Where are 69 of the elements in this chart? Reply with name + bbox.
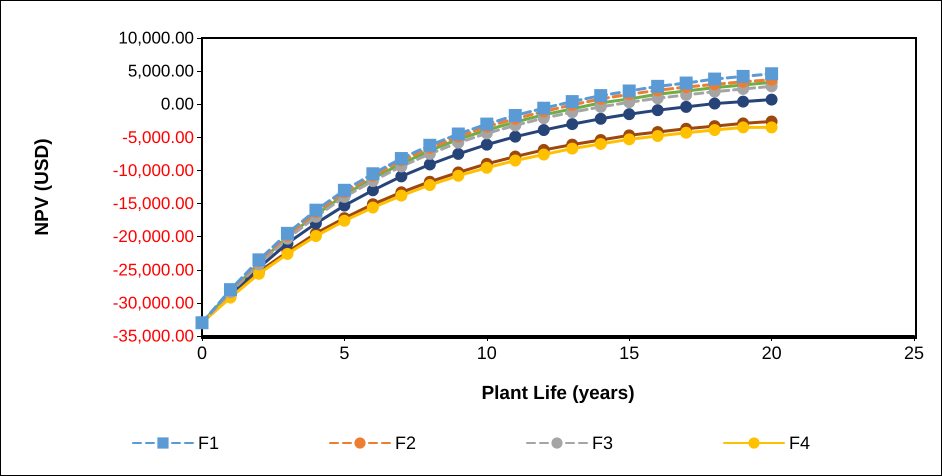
legend-label: F4	[789, 433, 810, 453]
y-tick-label: -10,000.00	[112, 160, 194, 180]
legend-label: F2	[394, 433, 416, 453]
y-tick-label: -30,000.00	[112, 293, 194, 312]
point	[766, 121, 778, 134]
y-tick-label: -25,000.00	[112, 260, 194, 280]
point	[737, 96, 750, 108]
x-tick-label: 20	[762, 343, 782, 363]
legend-label: F1	[198, 433, 220, 453]
x-tick-label: 5	[339, 343, 350, 363]
point	[280, 226, 294, 240]
point	[708, 98, 721, 110]
point	[622, 84, 636, 98]
x-tick-label: 15	[619, 343, 640, 363]
x-axis-title: Plant Life (years)	[481, 383, 635, 404]
point	[338, 184, 351, 197]
y-tick-label: 5,000.00	[128, 62, 194, 81]
point	[623, 108, 636, 120]
point	[480, 138, 493, 151]
point	[538, 124, 550, 136]
y-tick-label: 0.00	[160, 94, 194, 114]
point	[736, 70, 750, 83]
point	[338, 214, 350, 227]
point	[652, 130, 664, 142]
point	[423, 138, 436, 152]
x-tick-label: 0	[196, 343, 208, 363]
point	[594, 112, 607, 125]
point	[594, 89, 608, 102]
point	[480, 162, 493, 174]
point	[508, 108, 522, 122]
point	[680, 126, 692, 139]
point	[566, 95, 579, 108]
point	[651, 80, 664, 93]
point	[509, 154, 522, 167]
point	[452, 170, 464, 182]
point	[395, 170, 408, 182]
y-axis-title: NPV (USD)	[32, 138, 53, 236]
point	[537, 102, 550, 115]
y-tick-label: -15,000.00	[112, 194, 194, 214]
x-tick-label: 25	[904, 343, 924, 363]
point	[680, 100, 692, 113]
y-tick-label: 10,000.00	[118, 28, 194, 48]
point	[394, 152, 408, 166]
point	[708, 124, 721, 136]
point	[566, 118, 578, 130]
point	[765, 67, 778, 80]
point	[395, 190, 408, 202]
x-tick-label: 10	[476, 343, 497, 363]
point	[623, 133, 636, 146]
point	[366, 202, 379, 214]
point	[452, 148, 464, 160]
y-tick-label: -35,000.00	[112, 326, 194, 346]
legend-label: F3	[592, 433, 614, 453]
point	[366, 167, 380, 180]
point	[509, 130, 522, 143]
y-tick-label: -5,000.00	[122, 128, 194, 147]
y-tick-label: -20,000.00	[112, 227, 194, 246]
point	[737, 121, 750, 134]
point	[309, 204, 322, 217]
point	[538, 148, 550, 161]
point	[652, 104, 664, 116]
point	[766, 94, 778, 106]
point	[680, 76, 693, 90]
point	[708, 72, 722, 86]
point	[594, 138, 607, 150]
point	[424, 179, 436, 192]
point	[310, 230, 322, 242]
point	[566, 142, 578, 155]
point	[424, 158, 436, 170]
